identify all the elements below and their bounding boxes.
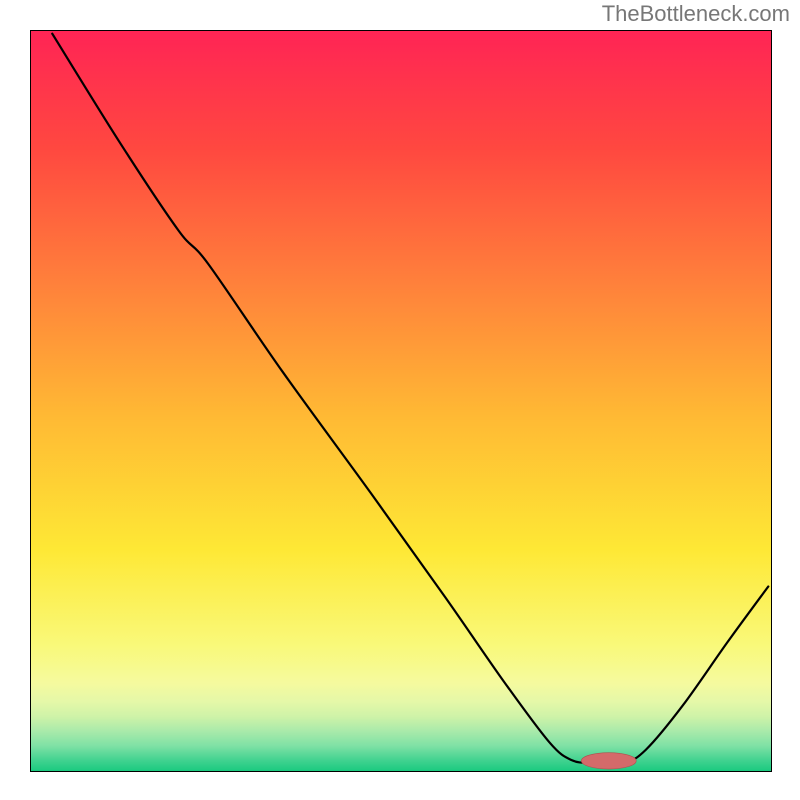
chart-frame: TheBottleneck.com xyxy=(0,0,800,800)
heatmap-rect xyxy=(30,30,772,772)
watermark-text: TheBottleneck.com xyxy=(602,1,790,27)
optimal-marker xyxy=(581,753,636,769)
chart-svg xyxy=(30,30,772,772)
plot-area xyxy=(30,30,772,772)
